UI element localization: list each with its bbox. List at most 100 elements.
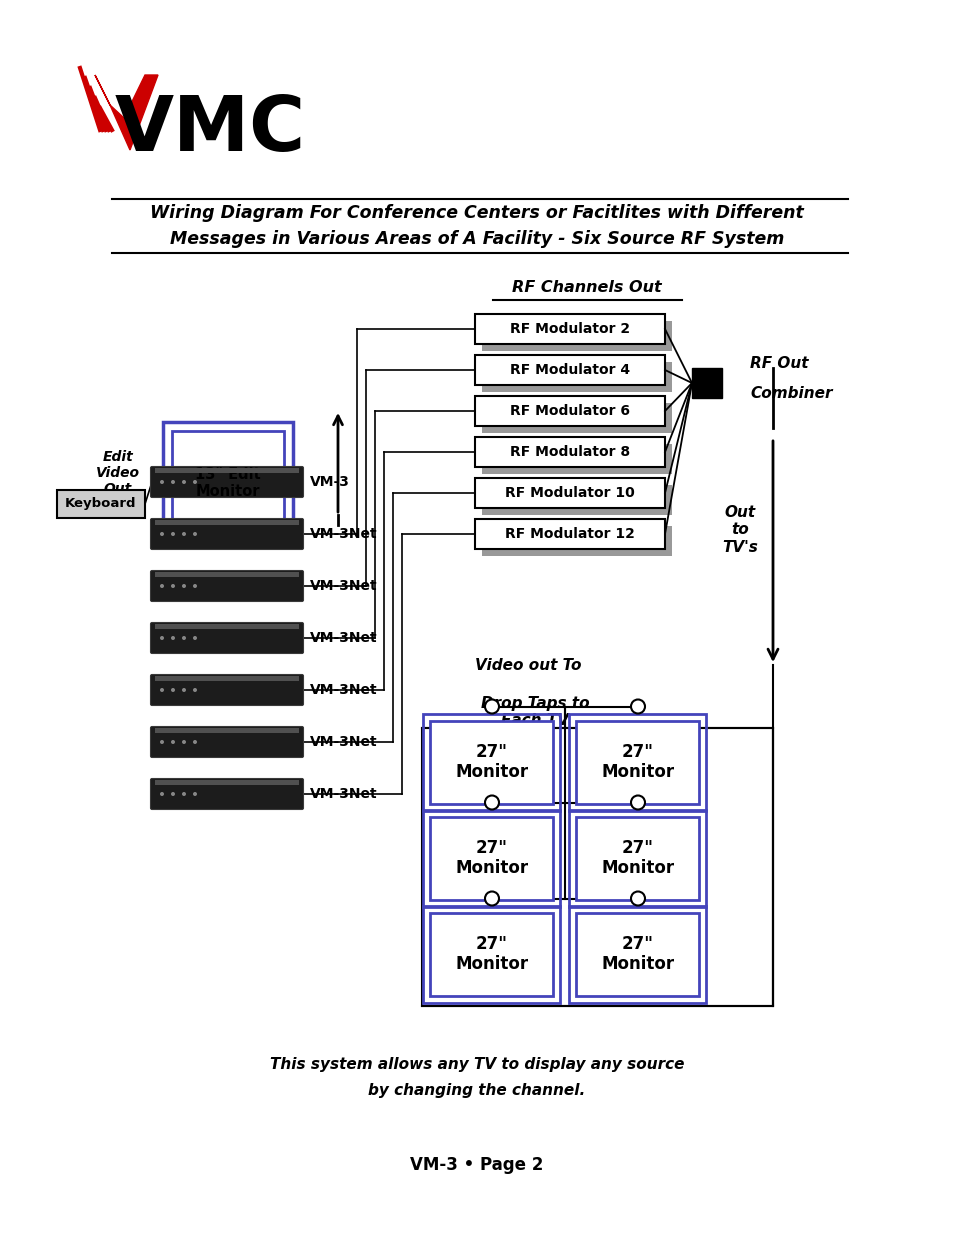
Circle shape (193, 792, 196, 797)
Circle shape (484, 795, 498, 809)
Circle shape (182, 688, 186, 692)
Circle shape (160, 740, 164, 743)
Bar (691, 368, 721, 398)
Circle shape (160, 636, 164, 640)
Text: Edit
Video
Out: Edit Video Out (96, 450, 140, 496)
Polygon shape (95, 75, 158, 149)
Bar (481, 485, 671, 515)
Circle shape (193, 584, 196, 588)
Circle shape (182, 532, 186, 536)
Circle shape (193, 532, 196, 536)
Circle shape (193, 480, 196, 484)
Bar (154, 676, 298, 680)
FancyBboxPatch shape (151, 674, 303, 705)
Text: Wiring Diagram For Conference Centers or Facitlites with Different: Wiring Diagram For Conference Centers or… (150, 204, 803, 222)
Text: 13" Edit
Monitor: 13" Edit Monitor (195, 467, 260, 499)
Circle shape (630, 699, 644, 714)
Bar (430, 720, 553, 804)
Bar (569, 905, 706, 1003)
Text: Messages in Various Areas of A Facility - Six Source RF System: Messages in Various Areas of A Facility … (170, 230, 783, 248)
Circle shape (630, 795, 644, 809)
Text: RF Modulator 4: RF Modulator 4 (510, 363, 629, 377)
Circle shape (171, 792, 174, 797)
Circle shape (182, 792, 186, 797)
Bar (576, 913, 699, 995)
Circle shape (182, 740, 186, 743)
Circle shape (630, 892, 644, 905)
Bar (163, 421, 293, 545)
Text: VM-3Net: VM-3Net (310, 631, 377, 645)
Text: RF Modulator 8: RF Modulator 8 (510, 445, 629, 459)
Text: RF Modulator 2: RF Modulator 2 (510, 322, 629, 336)
Circle shape (171, 480, 174, 484)
Text: This system allows any TV to display any source: This system allows any TV to display any… (270, 1057, 683, 1072)
FancyBboxPatch shape (151, 571, 303, 601)
Text: Video out To: Video out To (475, 657, 580, 673)
Bar (154, 468, 298, 473)
FancyBboxPatch shape (151, 519, 303, 550)
Bar (172, 431, 284, 536)
Bar (481, 526, 671, 556)
Bar (475, 396, 664, 426)
Text: VM-3 • Page 2: VM-3 • Page 2 (410, 1156, 543, 1174)
Text: VM-3Net: VM-3Net (310, 579, 377, 593)
Bar (475, 437, 664, 467)
Text: by changing the channel.: by changing the channel. (368, 1083, 585, 1098)
Bar (481, 362, 671, 391)
Bar (481, 445, 671, 474)
Circle shape (160, 792, 164, 797)
Text: VM-3: VM-3 (310, 475, 350, 489)
Circle shape (484, 699, 498, 714)
Text: Keyboard: Keyboard (65, 498, 136, 510)
Text: 27"
Monitor: 27" Monitor (455, 839, 528, 877)
Text: VM-3Net: VM-3Net (310, 527, 377, 541)
Bar (569, 809, 706, 906)
Text: RF Out: RF Out (749, 356, 807, 370)
Text: VM-3Net: VM-3Net (310, 735, 377, 748)
Bar (57, 490, 145, 517)
Circle shape (171, 584, 174, 588)
Text: VM-3Net: VM-3Net (310, 683, 377, 697)
Circle shape (182, 636, 186, 640)
Circle shape (484, 892, 498, 905)
Text: 27"
Monitor: 27" Monitor (455, 742, 528, 782)
FancyBboxPatch shape (151, 622, 303, 653)
Text: 27"
Monitor: 27" Monitor (600, 839, 674, 877)
Bar (423, 905, 560, 1003)
Bar (154, 572, 298, 577)
Bar (423, 809, 560, 906)
Bar (430, 816, 553, 899)
Text: 27"
Monitor: 27" Monitor (600, 742, 674, 782)
Circle shape (171, 740, 174, 743)
Bar (569, 714, 706, 810)
Circle shape (171, 688, 174, 692)
FancyBboxPatch shape (151, 778, 303, 809)
Bar (475, 314, 664, 345)
Text: RF Modulator 12: RF Modulator 12 (504, 527, 635, 541)
Bar (576, 720, 699, 804)
Circle shape (171, 532, 174, 536)
Text: 27"
Monitor: 27" Monitor (455, 935, 528, 973)
Text: Combiner: Combiner (749, 385, 832, 400)
Text: RF Modulator 6: RF Modulator 6 (510, 404, 629, 417)
Circle shape (182, 480, 186, 484)
Text: VM-3Net: VM-3Net (310, 787, 377, 802)
Circle shape (160, 688, 164, 692)
FancyBboxPatch shape (151, 726, 303, 757)
FancyBboxPatch shape (151, 467, 303, 498)
Circle shape (193, 636, 196, 640)
Circle shape (193, 688, 196, 692)
Bar (576, 816, 699, 899)
Text: RF Modulator 10: RF Modulator 10 (504, 487, 634, 500)
Bar (481, 321, 671, 351)
Bar (154, 624, 298, 629)
Bar (423, 714, 560, 810)
Bar (154, 520, 298, 525)
Circle shape (193, 740, 196, 743)
Bar (475, 519, 664, 550)
Bar (154, 727, 298, 734)
Bar (475, 478, 664, 508)
Circle shape (160, 584, 164, 588)
Text: Out
to
TV's: Out to TV's (721, 505, 757, 555)
Circle shape (171, 636, 174, 640)
